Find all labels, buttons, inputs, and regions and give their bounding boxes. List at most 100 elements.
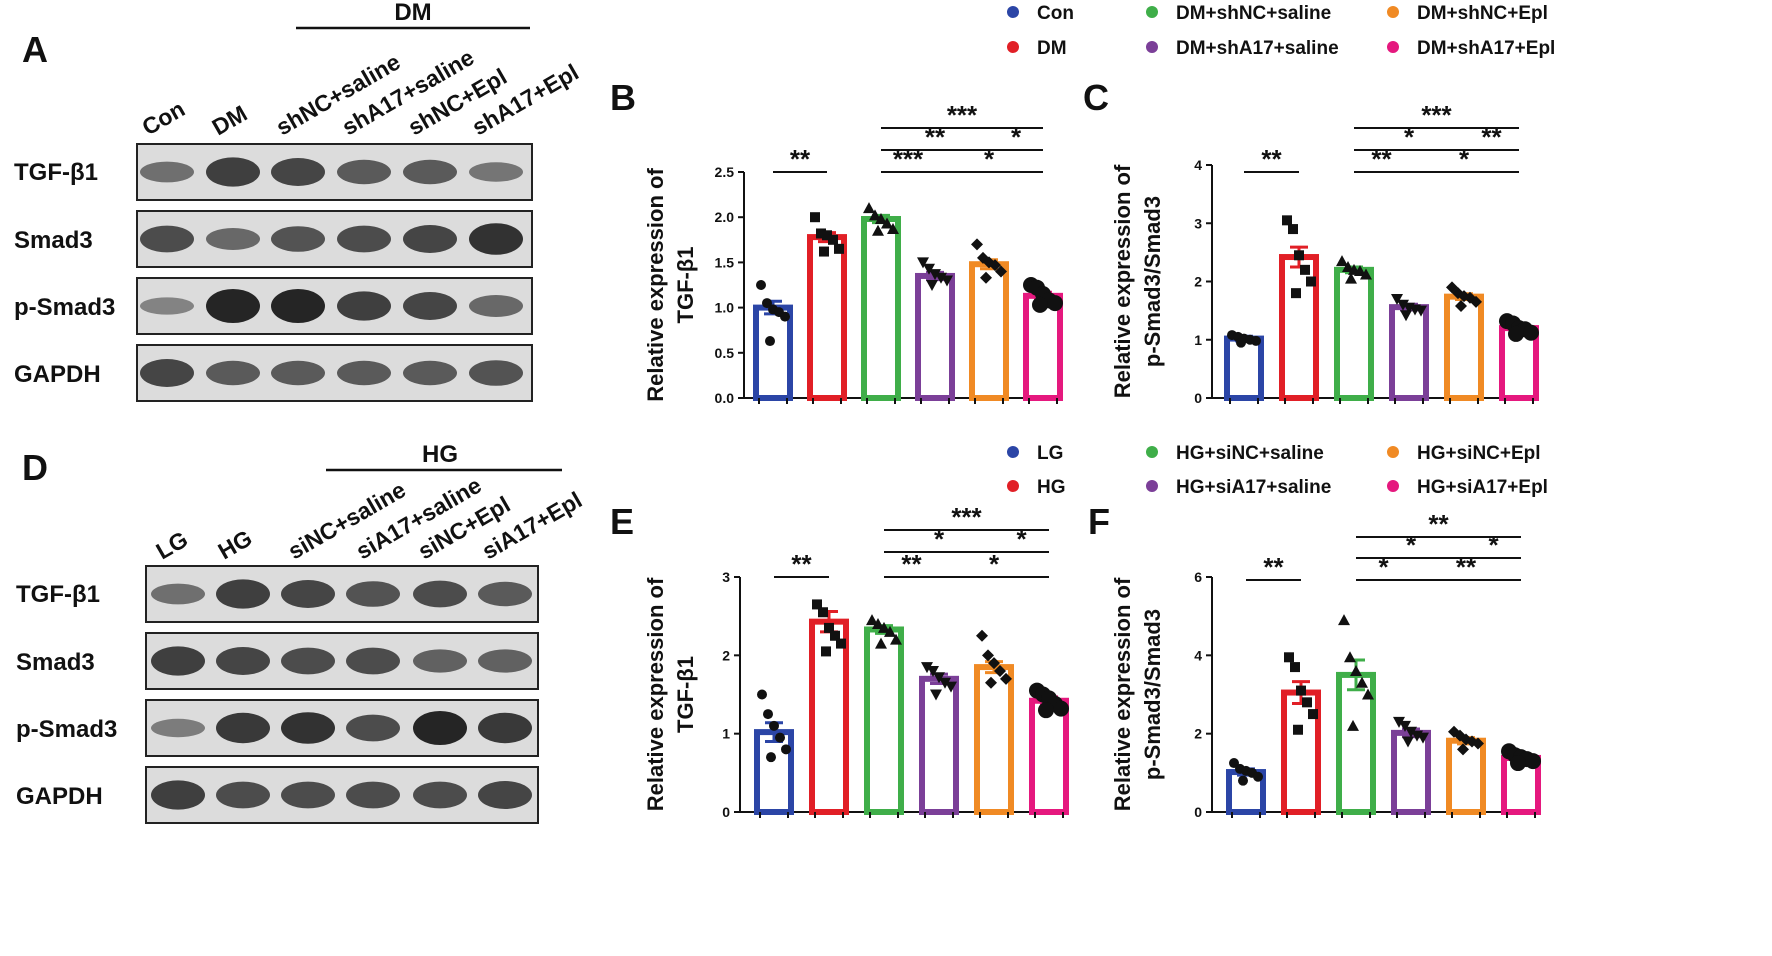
legend-marker bbox=[1007, 480, 1019, 492]
y-axis-label: p-Smad3/Smad3 bbox=[1140, 196, 1165, 367]
legend-marker bbox=[1146, 446, 1158, 458]
data-point bbox=[875, 637, 887, 649]
significance-label: * bbox=[984, 144, 995, 174]
y-axis-label: TGF-β1 bbox=[673, 247, 698, 324]
blot-d-group-label: HG bbox=[422, 441, 458, 468]
significance-label: ** bbox=[791, 549, 812, 579]
blot-strip bbox=[145, 632, 539, 690]
data-point bbox=[1415, 305, 1427, 317]
blot-band bbox=[403, 159, 457, 185]
data-point bbox=[1053, 700, 1069, 717]
data-point bbox=[1253, 771, 1263, 782]
blot-d-lane-label-1: LG bbox=[152, 526, 193, 564]
bar bbox=[1224, 335, 1264, 401]
data-point bbox=[1342, 260, 1354, 272]
blot-band bbox=[281, 781, 335, 809]
blot-strip bbox=[145, 766, 539, 824]
blot-band bbox=[281, 647, 335, 675]
legend-marker bbox=[1146, 480, 1158, 492]
bar bbox=[864, 626, 904, 815]
blot-band bbox=[403, 360, 457, 386]
panel-b: B 0.0 0.5 1.0 1.5 2.0 2.5 Relative expression … bbox=[610, 77, 1063, 406]
blot-band bbox=[151, 780, 205, 810]
data-point bbox=[941, 275, 953, 287]
data-point bbox=[830, 630, 840, 641]
data-point bbox=[982, 649, 994, 662]
data-point bbox=[1472, 737, 1484, 750]
data-point bbox=[989, 259, 1001, 272]
y-tick-label: 2 bbox=[722, 647, 730, 663]
data-point bbox=[1293, 724, 1303, 735]
blot-band bbox=[337, 159, 391, 185]
y-tick-label: 3 bbox=[722, 569, 730, 585]
data-point bbox=[988, 657, 1000, 670]
blot-band bbox=[469, 223, 523, 255]
blot-band bbox=[151, 646, 205, 676]
blot-d-image bbox=[145, 565, 539, 824]
y-tick-label: 2 bbox=[1194, 274, 1202, 290]
legend-marker bbox=[1146, 6, 1158, 18]
blot-strip bbox=[145, 565, 539, 623]
bar bbox=[1281, 689, 1321, 816]
data-point bbox=[810, 212, 820, 223]
data-point bbox=[923, 263, 935, 275]
y-tick-label: 0.0 bbox=[715, 390, 735, 406]
y-axis-label: Relative expression of bbox=[643, 577, 668, 811]
blot-strip bbox=[136, 277, 533, 335]
legend-marker bbox=[1007, 6, 1019, 18]
blot-d-protein-label-3: p-Smad3 bbox=[16, 716, 117, 743]
data-point bbox=[1393, 716, 1405, 728]
y-tick-label: 4 bbox=[1194, 157, 1202, 173]
data-point bbox=[976, 629, 988, 642]
data-point bbox=[980, 271, 992, 284]
data-point bbox=[1457, 743, 1469, 756]
data-point bbox=[1282, 215, 1292, 226]
data-point bbox=[1236, 337, 1246, 348]
data-point bbox=[1296, 685, 1306, 696]
legend-bottom: LG HG HG+siNC+saline HG+siA17+saline HG+siNC… bbox=[1007, 443, 1548, 498]
blot-band bbox=[206, 360, 260, 386]
data-point bbox=[1510, 755, 1526, 772]
data-point bbox=[757, 689, 767, 700]
data-point bbox=[1300, 264, 1310, 275]
blot-strip bbox=[136, 143, 533, 201]
bar bbox=[807, 234, 847, 401]
data-point bbox=[834, 243, 844, 254]
blot-band bbox=[281, 580, 335, 608]
data-point bbox=[1362, 688, 1374, 700]
data-point bbox=[1397, 299, 1409, 311]
y-tick-label: 6 bbox=[1194, 569, 1202, 585]
blot-band bbox=[469, 295, 523, 317]
blot-band bbox=[281, 712, 335, 744]
y-axis-label: TGF-β1 bbox=[673, 656, 698, 733]
blot-band bbox=[140, 297, 194, 315]
data-point bbox=[1360, 268, 1372, 280]
data-point bbox=[766, 752, 776, 763]
legend-marker bbox=[1007, 41, 1019, 53]
blot-a-protein-label-2: Smad3 bbox=[14, 227, 93, 254]
data-point bbox=[1032, 296, 1048, 313]
data-point bbox=[1345, 272, 1357, 284]
legend-label: HG+siNC+saline bbox=[1176, 443, 1324, 464]
blot-band bbox=[478, 781, 532, 809]
data-point bbox=[1470, 295, 1482, 308]
data-point bbox=[933, 672, 945, 684]
significance-label: ** bbox=[1481, 122, 1502, 152]
blot-band bbox=[271, 289, 325, 323]
blot-band bbox=[140, 225, 194, 253]
blot-band bbox=[140, 161, 194, 183]
legend-label: HG+siNC+Epl bbox=[1417, 443, 1541, 464]
data-point bbox=[1399, 720, 1411, 732]
legend-top: Con DM DM+shNC+saline DM+shA17+saline DM+shN… bbox=[1007, 3, 1555, 59]
blot-band bbox=[140, 359, 194, 387]
data-point bbox=[881, 217, 893, 229]
blot-band bbox=[478, 581, 532, 607]
blot-band bbox=[271, 226, 325, 252]
y-tick-label: 1 bbox=[1194, 332, 1202, 348]
data-point bbox=[1344, 651, 1356, 663]
y-tick-label: 0.5 bbox=[715, 345, 735, 361]
significance-label: *** bbox=[893, 144, 924, 174]
data-point bbox=[769, 720, 779, 731]
